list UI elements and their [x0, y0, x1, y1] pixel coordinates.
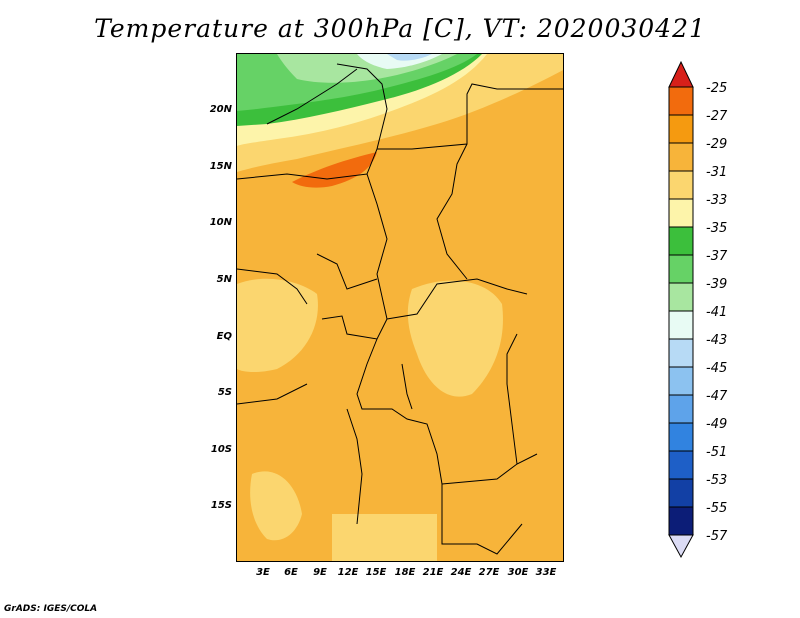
lon-label-15e: 15E	[365, 567, 387, 578]
lat-label-5n: 5N	[216, 274, 232, 285]
colorbar-swatch	[668, 142, 694, 172]
lon-label-27e: 27E	[478, 567, 500, 578]
colorbar-label: -27	[706, 109, 728, 124]
lat-label-15s: 15S	[210, 500, 232, 511]
lat-label-10n: 10N	[209, 217, 232, 228]
lon-label-3e: 3E	[256, 567, 270, 578]
colorbar-label: -35	[706, 221, 728, 236]
colorbar-swatch	[668, 478, 694, 508]
lat-label-eq: EQ	[216, 331, 232, 342]
colorbar-label: -41	[706, 305, 728, 320]
colorbar-swatch	[668, 310, 694, 340]
lon-label-33e: 33E	[535, 567, 557, 578]
colorbar-swatch	[668, 198, 694, 228]
colorbar-label: -57	[706, 529, 728, 544]
colorbar-label: -47	[706, 389, 728, 404]
temperature-field	[237, 54, 563, 561]
grads-credit: GrADS: IGES/COLA	[4, 604, 98, 614]
lat-label-10s: 10S	[210, 444, 232, 455]
lon-label-9e: 9E	[313, 567, 327, 578]
colorbar-bottom-arrow	[668, 534, 694, 559]
colorbar-top-arrow	[668, 60, 694, 88]
colorbar-label: -53	[706, 473, 728, 488]
colorbar-swatch	[668, 366, 694, 396]
colorbar-label: -55	[706, 501, 728, 516]
colorbar-label: -29	[706, 137, 728, 152]
colorbar-label: -45	[706, 361, 728, 376]
colorbar-swatch	[668, 86, 694, 116]
colorbar-label: -33	[706, 193, 728, 208]
lon-label-24e: 24E	[450, 567, 472, 578]
colorbar	[668, 60, 694, 559]
colorbar-swatch	[668, 114, 694, 144]
colorbar-swatch	[668, 506, 694, 536]
map-title: Temperature at 300hPa [C], VT: 202003042…	[94, 14, 706, 43]
map-area	[236, 53, 564, 562]
lon-label-12e: 12E	[337, 567, 359, 578]
lat-label-15n: 15N	[209, 161, 232, 172]
colorbar-label: -31	[706, 165, 728, 180]
lon-label-6e: 6E	[284, 567, 298, 578]
colorbar-swatch	[668, 254, 694, 284]
colorbar-swatch	[668, 450, 694, 480]
colorbar-swatch	[668, 338, 694, 368]
colorbar-swatch	[668, 394, 694, 424]
colorbar-swatch	[668, 226, 694, 256]
colorbar-label: -51	[706, 445, 728, 460]
colorbar-label: -49	[706, 417, 728, 432]
colorbar-label: -39	[706, 277, 728, 292]
colorbar-label: -37	[706, 249, 728, 264]
colorbar-label: -25	[706, 81, 728, 96]
colorbar-swatch	[668, 282, 694, 312]
lon-label-21e: 21E	[422, 567, 444, 578]
lat-label-20n: 20N	[209, 104, 232, 115]
colorbar-label: -43	[706, 333, 728, 348]
lat-label-5s: 5S	[217, 387, 232, 398]
colorbar-swatch	[668, 170, 694, 200]
lon-label-30e: 30E	[507, 567, 529, 578]
lon-label-18e: 18E	[394, 567, 416, 578]
colorbar-swatch	[668, 422, 694, 452]
